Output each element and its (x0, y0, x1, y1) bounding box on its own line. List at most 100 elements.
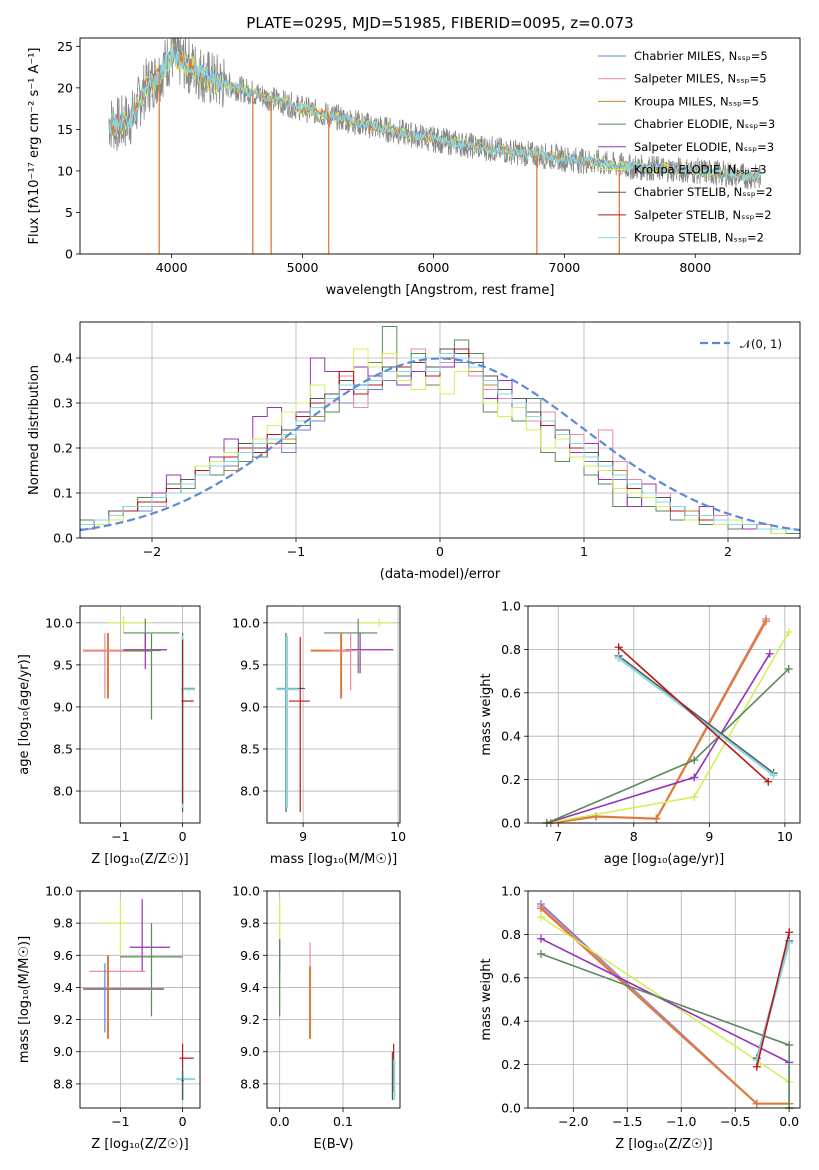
legend-entry: Salpeter STELIB, Nₛₛₚ=2 (634, 208, 772, 222)
weight-marker (762, 617, 770, 626)
weight-marker (536, 934, 545, 943)
x-tick-label: 7000 (548, 260, 580, 275)
y-tick-label: 0.3 (53, 396, 73, 411)
y-tick-label: 9.0 (53, 699, 73, 714)
axes-mass_vs_ebv (263, 890, 400, 1112)
x-tick-label: 0 (179, 829, 187, 844)
x-tick-label: 0.0 (779, 1114, 799, 1129)
y-tick-label: 10 (57, 163, 73, 178)
y-tick-label: 1.0 (501, 599, 521, 614)
weight-line-salpeter_miles (540, 905, 790, 1105)
x-tick-label: 0 (436, 544, 444, 559)
y-tick-label: 0.4 (501, 729, 521, 744)
x-axis-label: E(B-V) (313, 1137, 353, 1152)
x-tick-label: −1 (111, 1114, 129, 1129)
axes-weight_vs_Z (524, 890, 800, 1112)
weight-marker (765, 649, 774, 658)
x-tick-label: 4000 (156, 260, 188, 275)
weight-lines-weight_vs_age (542, 615, 793, 827)
weight-marker (536, 913, 545, 922)
y-tick-label: 9.8 (53, 916, 73, 931)
y-tick-label: 0.0 (501, 1101, 521, 1116)
y-axis-label: age [log₁₀(age/yr)] (17, 654, 32, 775)
y-axis-label: mass [log₁₀(M/M☉)] (17, 936, 32, 1063)
y-tick-label: 9.0 (240, 699, 260, 714)
y-tick-label: 1.0 (501, 884, 521, 899)
y-axis-label: mass weight (479, 958, 494, 1040)
y-tick-label: 9.5 (240, 657, 260, 672)
weight-line-salpeter_stelib (756, 932, 790, 1067)
x-tick-label: −1 (287, 544, 305, 559)
y-tick-label: 9.2 (53, 1012, 73, 1027)
legend-entry: Kroupa ELODIE, Nₛₛₚ=3 (634, 163, 767, 177)
x-tick-label: −1.0 (666, 1114, 696, 1129)
axes-residuals (76, 322, 800, 542)
x-tick-label: 6000 (418, 260, 450, 275)
weight-marker (784, 664, 793, 673)
y-tick-label: 10.0 (232, 884, 260, 899)
weight-marker (690, 773, 699, 782)
axes-age_vs_Z (76, 606, 200, 827)
y-tick-label: 9.0 (240, 1044, 260, 1059)
y-axis-label: mass weight (479, 673, 494, 755)
x-tick-label: 0.0 (270, 1114, 290, 1129)
x-axis-label: Z [log₁₀(Z/Z☉)] (615, 1137, 712, 1152)
x-axis-label: Z [log₁₀(Z/Z☉)] (91, 1137, 188, 1152)
y-tick-label: 9.4 (53, 980, 73, 995)
y-tick-label: 5 (65, 205, 73, 220)
weight-line-salpeter_elodie (540, 937, 790, 1108)
y-tick-label: 0.8 (501, 642, 521, 657)
y-tick-label: 9.5 (53, 657, 73, 672)
x-axis-label: mass [log₁₀(M/M☉)] (270, 852, 397, 867)
figure-title: PLATE=0295, MJD=51985, FIBERID=0095, z=0… (246, 14, 633, 32)
axes-weight_vs_age (524, 605, 800, 827)
x-tick-label: 0.1 (333, 1114, 353, 1129)
residual-histograms (80, 326, 800, 534)
y-tick-label: 0.0 (53, 531, 73, 546)
weight-marker (536, 904, 545, 913)
y-tick-label: 9.6 (240, 948, 260, 963)
weight-line-salpeter_stelib (618, 646, 769, 783)
legend-entry: Salpeter ELODIE, Nₛₛₚ=3 (634, 140, 774, 154)
legend-entry: Salpeter MILES, Nₛₛₚ=5 (634, 72, 767, 86)
x-tick-label: 2 (724, 544, 732, 559)
x-axis-label: wavelength [Angstrom, rest frame] (326, 283, 555, 298)
axes-frame-mass_vs_ebv (266, 890, 401, 1109)
spectrum-traces (108, 38, 762, 254)
weight-line-chabrier_stelib (618, 655, 775, 774)
y-tick-label: 10.0 (232, 615, 260, 630)
x-tick-label: −2 (143, 544, 161, 559)
y-tick-label: 0.6 (501, 685, 521, 700)
spectrum-line-data (108, 38, 762, 190)
y-tick-label: 0.2 (501, 772, 521, 787)
errorbars-age_vs_mass (276, 618, 394, 813)
y-tick-label: 0.2 (53, 441, 73, 456)
weight-marker (752, 1099, 761, 1108)
axes-frame-weight_vs_age (527, 605, 801, 824)
y-tick-label: 0.4 (501, 1014, 521, 1029)
errorbars-age_vs_Z (83, 616, 196, 813)
y-tick-label: 8.8 (53, 1076, 73, 1091)
weight-marker (764, 777, 773, 786)
errorbars-mass_vs_Z (83, 899, 196, 1100)
y-tick-label: 0.4 (53, 351, 73, 366)
x-tick-label: 5000 (287, 260, 319, 275)
y-tick-label: 9.2 (240, 1012, 260, 1027)
weight-line-chabrier_miles (540, 903, 790, 1105)
x-tick-label: 0 (179, 1114, 187, 1129)
errorbars-mass_vs_ebv (279, 899, 396, 1100)
y-axis-label: Normed distribution (27, 365, 42, 495)
axes-frame-age_vs_Z (79, 605, 201, 824)
axes-frame-mass_vs_Z (79, 890, 201, 1109)
y-tick-label: 0.6 (501, 970, 521, 985)
y-tick-label: 8.5 (240, 741, 260, 756)
normal-curve (80, 357, 800, 532)
weight-marker (536, 949, 545, 958)
y-tick-label: 8.0 (53, 784, 73, 799)
weight-marker (752, 1062, 761, 1071)
x-tick-label: −0.5 (720, 1114, 750, 1129)
y-tick-label: 8.5 (53, 741, 73, 756)
axes-spectrum (76, 45, 696, 258)
x-axis-label: Z [log₁₀(Z/Z☉)] (91, 852, 188, 867)
